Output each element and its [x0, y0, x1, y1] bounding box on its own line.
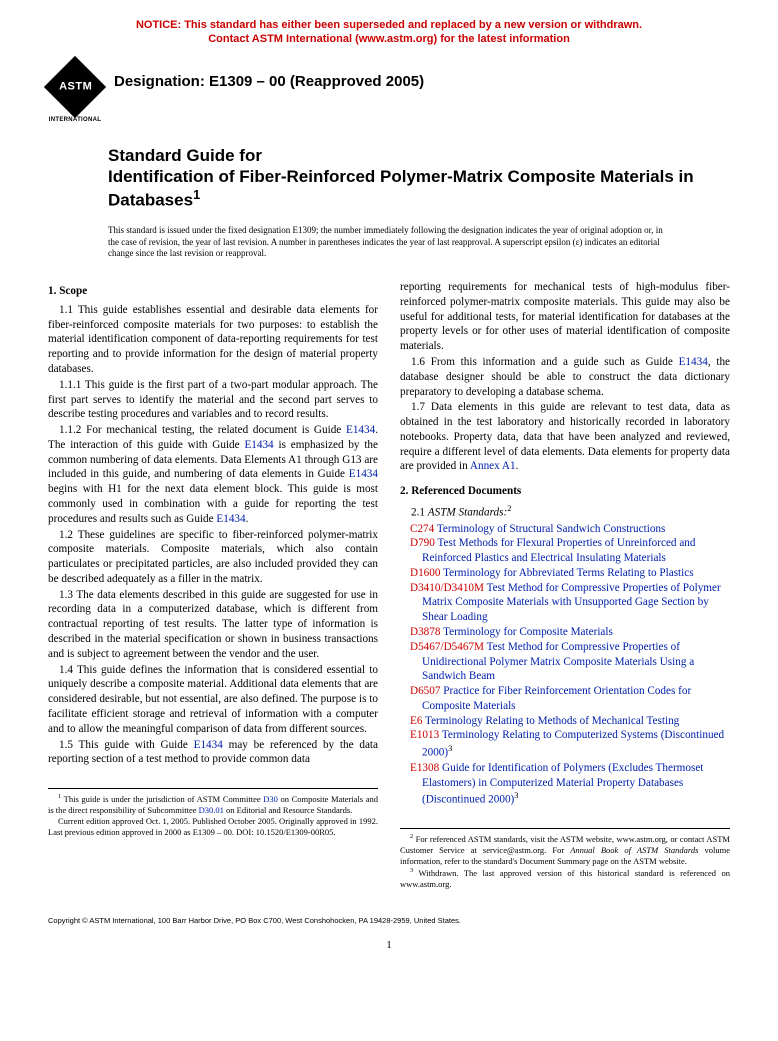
- reference-text: Terminology of Structural Sandwich Const…: [434, 523, 665, 535]
- astm-logo: ASTM INTERNATIONAL: [48, 61, 102, 115]
- link-e1434[interactable]: E1434: [346, 424, 375, 436]
- refdocs-heading: 2. Referenced Documents: [400, 484, 730, 499]
- refdocs-sub: 2.1 ASTM Standards:2: [400, 503, 730, 521]
- para-1-1-2: 1.1.2 For mechanical testing, the relate…: [48, 423, 378, 526]
- reference-text: Practice for Fiber Reinforcement Orienta…: [422, 685, 691, 712]
- title-main: Standard Guide for Identification of Fib…: [108, 145, 730, 211]
- notice-line2: Contact ASTM International (www.astm.org…: [208, 33, 570, 45]
- notice-line1: NOTICE: This standard has either been su…: [136, 19, 642, 31]
- reference-item[interactable]: E1308 Guide for Identification of Polyme…: [400, 761, 730, 808]
- para-1-3: 1.3 The data elements described in this …: [48, 588, 378, 662]
- reference-item[interactable]: D790 Test Methods for Flexural Propertie…: [400, 536, 730, 566]
- reference-text: Test Methods for Flexural Properties of …: [422, 537, 695, 564]
- para-1-6: 1.6 From this information and a guide su…: [400, 355, 730, 399]
- reference-code: D1600: [410, 567, 440, 579]
- para-1-7: 1.7 Data elements in this guide are rele…: [400, 400, 730, 474]
- reference-code: D6507: [410, 685, 440, 697]
- para-1-2: 1.2 These guidelines are specific to fib…: [48, 528, 378, 587]
- footnote-1b: Current edition approved Oct. 1, 2005. P…: [48, 816, 378, 838]
- title-block: Standard Guide for Identification of Fib…: [108, 145, 730, 211]
- body-columns: 1. Scope 1.1 This guide establishes esse…: [48, 280, 730, 890]
- footnote-3: 3 Withdrawn. The last approved version o…: [400, 867, 730, 890]
- reference-item[interactable]: D6507 Practice for Fiber Reinforcement O…: [400, 684, 730, 714]
- reference-code: E1308: [410, 762, 439, 774]
- link-d30-01[interactable]: D30.01: [199, 805, 224, 815]
- designation-line: Designation: E1309 – 00 (Reapproved 2005…: [114, 73, 424, 90]
- reference-code: E6: [410, 715, 422, 727]
- reference-item[interactable]: D1600 Terminology for Abbreviated Terms …: [400, 566, 730, 581]
- reference-text: Guide for Identification of Polymers (Ex…: [422, 762, 703, 806]
- reference-item[interactable]: E1013 Terminology Relating to Computeriz…: [400, 728, 730, 760]
- reference-text: Terminology Relating to Methods of Mecha…: [422, 715, 679, 727]
- reference-code: D3410/D3410M: [410, 582, 484, 594]
- footnotes-left: 1 This guide is under the jurisdiction o…: [48, 788, 378, 838]
- title-line1: Standard Guide for: [108, 146, 262, 165]
- reference-code: E1013: [410, 729, 439, 741]
- reference-code: D790: [410, 537, 435, 549]
- para-1-5-cont: reporting requirements for mechanical te…: [400, 280, 730, 354]
- scope-heading: 1. Scope: [48, 284, 378, 299]
- link-e1434[interactable]: E1434: [679, 356, 708, 368]
- reference-text: Terminology for Composite Materials: [440, 626, 612, 638]
- link-e1434[interactable]: E1434: [349, 468, 378, 480]
- title-footnote-ref: 1: [193, 187, 200, 202]
- link-e1434[interactable]: E1434: [216, 513, 245, 525]
- para-1-5: 1.5 This guide with Guide E1434 may be r…: [48, 738, 378, 768]
- link-annex-a1[interactable]: Annex A1: [470, 460, 516, 472]
- link-d30[interactable]: D30: [263, 794, 278, 804]
- reference-code: C274: [410, 523, 434, 535]
- link-e1434[interactable]: E1434: [194, 739, 223, 751]
- reference-code: D5467/D5467M: [410, 641, 484, 653]
- footnotes-right: 2 For referenced ASTM standards, visit t…: [400, 828, 730, 890]
- reference-item[interactable]: C274 Terminology of Structural Sandwich …: [400, 522, 730, 537]
- footnote-2: 2 For referenced ASTM standards, visit t…: [400, 833, 730, 867]
- reference-item[interactable]: E6 Terminology Relating to Methods of Me…: [400, 714, 730, 729]
- notice-banner: NOTICE: This standard has either been su…: [48, 18, 730, 47]
- header-row: ASTM INTERNATIONAL Designation: E1309 – …: [48, 61, 730, 115]
- para-1-1-1: 1.1.1 This guide is the first part of a …: [48, 378, 378, 422]
- reference-item[interactable]: D3410/D3410M Test Method for Compressive…: [400, 581, 730, 625]
- reference-text: Terminology for Abbreviated Terms Relati…: [440, 567, 693, 579]
- copyright-line: Copyright © ASTM International, 100 Barr…: [48, 916, 730, 925]
- reference-text: Terminology Relating to Computerized Sys…: [422, 729, 724, 759]
- issue-note: This standard is issued under the fixed …: [108, 225, 730, 260]
- footnote-1: 1 This guide is under the jurisdiction o…: [48, 793, 378, 816]
- para-1-4: 1.4 This guide defines the information t…: [48, 663, 378, 737]
- logo-text: ASTM: [54, 80, 98, 92]
- left-column: 1. Scope 1.1 This guide establishes esse…: [48, 280, 378, 890]
- reference-list: C274 Terminology of Structural Sandwich …: [400, 522, 730, 808]
- reference-code: D3878: [410, 626, 440, 638]
- logo-diamond-icon: ASTM: [44, 55, 106, 117]
- reference-item[interactable]: D3878 Terminology for Composite Material…: [400, 625, 730, 640]
- document-page: NOTICE: This standard has either been su…: [0, 0, 778, 971]
- link-e1434[interactable]: E1434: [244, 439, 273, 451]
- reference-item[interactable]: D5467/D5467M Test Method for Compressive…: [400, 640, 730, 684]
- right-column: reporting requirements for mechanical te…: [400, 280, 730, 890]
- para-1-1: 1.1 This guide establishes essential and…: [48, 303, 378, 377]
- page-number: 1: [48, 939, 730, 951]
